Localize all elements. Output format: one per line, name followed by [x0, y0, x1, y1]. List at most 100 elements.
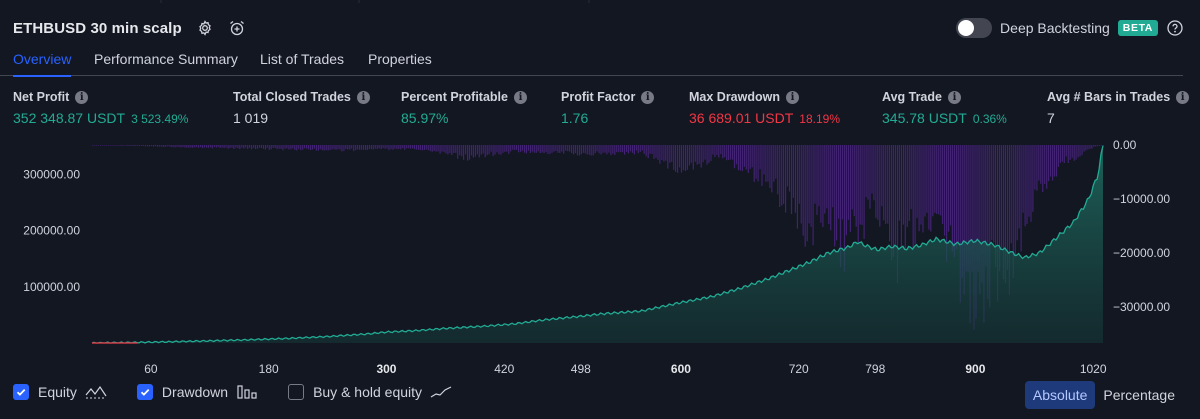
x-axis-tick: 1020 — [1080, 362, 1107, 376]
tab-properties[interactable]: Properties — [368, 51, 432, 67]
drawdown-bar — [525, 145, 527, 154]
percentage-button[interactable]: Percentage — [1103, 387, 1175, 403]
drawdown-bar — [781, 145, 783, 206]
right-axis-tick: −10000.00 — [1113, 192, 1170, 206]
drawdown-bar — [539, 145, 541, 154]
tab-performance-summary[interactable]: Performance Summary — [94, 51, 238, 67]
drawdown-bar — [1069, 145, 1071, 160]
legend-buy-hold-equity[interactable]: Buy & hold equity — [288, 384, 452, 400]
info-icon[interactable]: i — [513, 90, 527, 104]
equity-drawdown-chart[interactable]: 100000.00 200000.00 300000.00 0.00 −10000.0… — [0, 136, 1200, 378]
drawdown-bar — [1020, 145, 1022, 252]
drawdown-bar — [747, 145, 749, 173]
drawdown-bar — [790, 145, 793, 214]
tab-list-of-trades[interactable]: List of Trades — [260, 51, 345, 67]
drawdown-bar — [796, 145, 798, 229]
drawdown-bar — [855, 145, 857, 227]
info-icon[interactable]: i — [75, 90, 89, 104]
drawdown-bar — [627, 145, 630, 154]
drawdown-bar — [814, 145, 816, 204]
drawdown-bar — [1042, 145, 1044, 193]
drawdown-bar — [881, 145, 883, 207]
drawdown-bar — [345, 145, 347, 149]
drawdown-bar — [885, 145, 887, 224]
legend-label: Drawdown — [161, 384, 229, 400]
drawdown-bar — [1067, 145, 1069, 163]
drawdown-bar — [1097, 145, 1099, 147]
drawdown-bar — [152, 145, 155, 147]
drawdown-bar — [237, 145, 239, 149]
drawdown-bar — [529, 145, 531, 153]
drawdown-bar — [816, 145, 818, 215]
drawdown-bar — [859, 145, 861, 225]
drawdown-bar — [186, 145, 188, 148]
drawdown-bar — [323, 145, 325, 151]
drawdown-bar — [792, 145, 794, 198]
drawdown-bar — [841, 145, 844, 220]
info-icon[interactable]: i — [1176, 90, 1190, 104]
drawdown-checkbox[interactable] — [136, 384, 153, 400]
drawdown-bar — [1087, 145, 1089, 150]
scale-mode-switch: Absolute Percentage — [1024, 381, 1183, 409]
drawdown-bar — [459, 145, 461, 156]
drawdown-bar — [362, 145, 365, 150]
drawdown-bars — [92, 145, 1105, 330]
drawdown-bar — [733, 145, 736, 169]
drawdown-bar — [580, 145, 582, 155]
drawdown-bar — [1026, 145, 1028, 225]
drawdown-bar — [209, 145, 211, 148]
drawdown-bar — [655, 145, 657, 158]
drawdown-bar — [123, 145, 125, 146]
drawdown-bar — [1016, 145, 1018, 241]
drawdown-bar — [1052, 145, 1054, 181]
drawdown-bar — [335, 145, 337, 150]
right-axis-tick: 0.00 — [1113, 138, 1137, 152]
drawdown-bar — [1034, 145, 1036, 190]
alarm-clock-plus-icon[interactable] — [228, 19, 246, 37]
info-icon[interactable]: i — [947, 90, 961, 104]
legend-drawdown[interactable]: Drawdown — [136, 384, 258, 400]
drawdown-bar — [637, 145, 639, 154]
drawdown-bar — [341, 145, 343, 152]
drawdown-bar — [349, 145, 351, 150]
buy-hold-checkbox[interactable] — [288, 384, 305, 400]
drawdown-bar — [282, 145, 284, 151]
gear-icon[interactable] — [196, 19, 214, 37]
drawdown-bar — [313, 145, 315, 149]
drawdown-bar — [1079, 145, 1081, 157]
drawdown-bar — [396, 145, 398, 150]
drawdown-bar — [938, 145, 940, 215]
drawdown-bar — [178, 145, 180, 147]
tab-overview[interactable]: Overview — [13, 50, 72, 77]
drawdown-bar — [563, 145, 565, 154]
drawdown-bar — [368, 145, 370, 150]
drawdown-bar — [461, 145, 463, 157]
question-mark-icon[interactable] — [1166, 19, 1184, 37]
equity-checkbox[interactable] — [13, 384, 29, 400]
info-icon[interactable]: i — [641, 90, 655, 104]
drawdown-bar — [861, 145, 863, 225]
drawdown-bar — [1050, 145, 1052, 177]
drawdown-bar — [247, 145, 249, 149]
drawdown-bar — [211, 145, 213, 149]
drawdown-bar — [451, 145, 453, 155]
absolute-button[interactable]: Absolute — [1024, 381, 1096, 409]
info-icon[interactable]: i — [786, 90, 799, 104]
drawdown-bar — [294, 145, 296, 150]
drawdown-bar — [412, 145, 414, 149]
drawdown-bar — [961, 145, 963, 278]
drawdown-bar — [645, 145, 647, 157]
drawdown-bar — [710, 145, 712, 161]
drawdown-bar — [317, 145, 319, 151]
drawdown-bar — [406, 145, 408, 149]
drawdown-bar — [924, 145, 926, 217]
drawdown-bar — [325, 145, 327, 151]
drawdown-bar — [808, 145, 810, 224]
drawdown-bar — [586, 145, 588, 155]
stat-max-drawdown: Max Drawdown i 36 689.01 USDT 18.19% — [689, 90, 840, 126]
legend-equity[interactable]: Equity — [13, 384, 107, 400]
info-icon[interactable]: i — [356, 90, 370, 104]
drawdown-bar — [696, 145, 698, 165]
deep-backtesting-toggle[interactable] — [956, 18, 993, 38]
stat-percent: 0.36% — [972, 112, 1007, 126]
